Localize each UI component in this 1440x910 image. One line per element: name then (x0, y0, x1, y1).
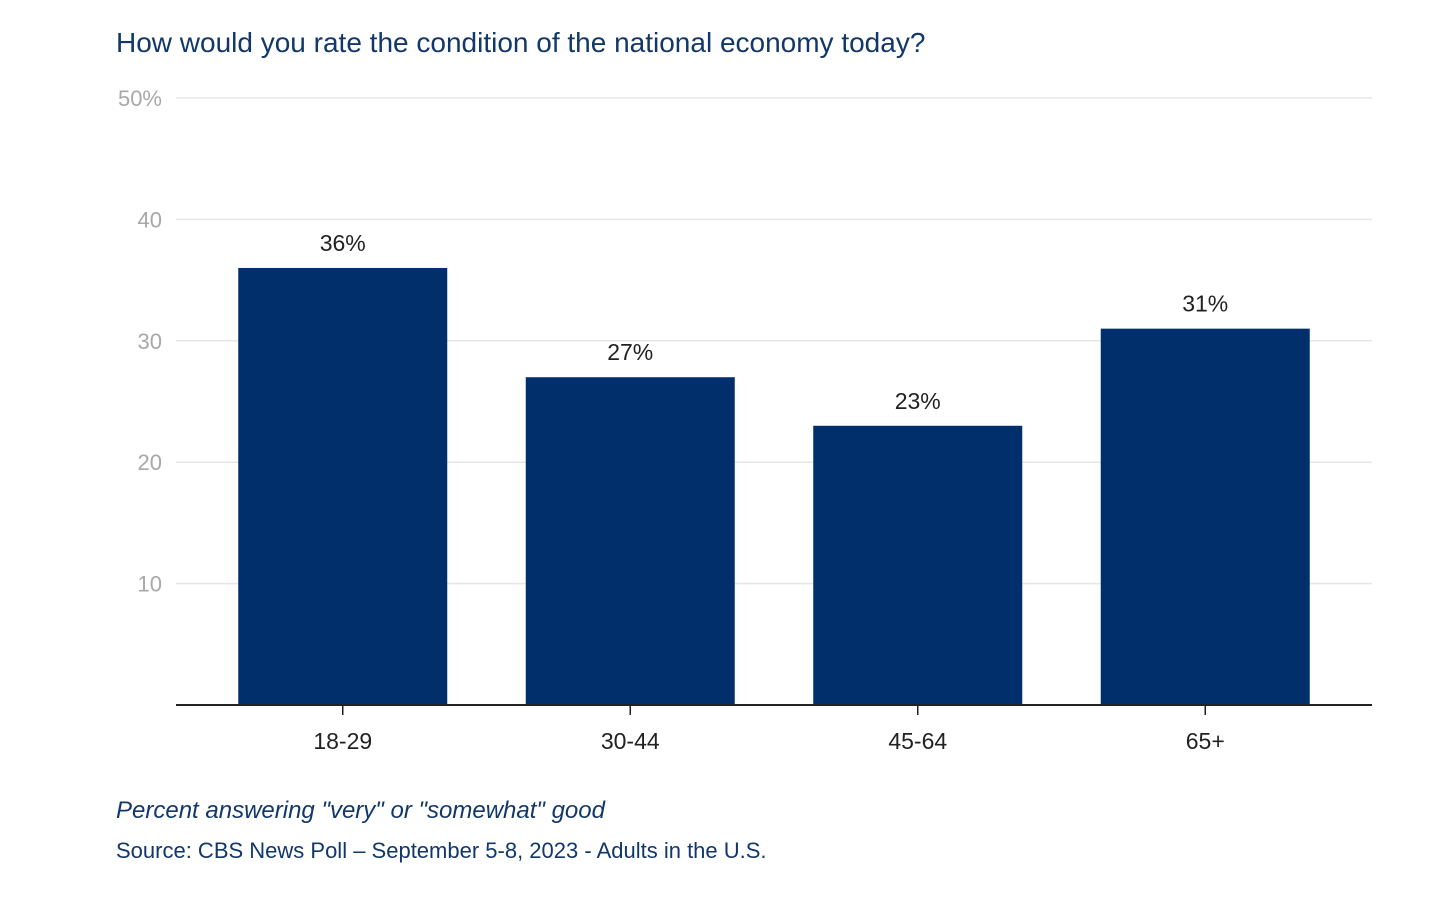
chart-source: Source: CBS News Poll – September 5-8, 2… (116, 838, 767, 863)
x-tick-label: 65+ (1186, 728, 1225, 754)
y-tick-label: 20 (138, 450, 162, 475)
bar (1100, 328, 1310, 705)
x-tick-label: 30-44 (601, 728, 660, 754)
x-tick-label: 45-64 (888, 728, 947, 754)
chart-note: Percent answering "very" or "somewhat" g… (116, 797, 605, 824)
y-tick-label: 10 (138, 572, 162, 597)
chart-title: How would you rate the condition of the … (116, 27, 926, 58)
bar-value-label: 23% (895, 388, 941, 414)
bar-value-label: 31% (1182, 291, 1228, 317)
x-tick-label: 18-29 (313, 728, 372, 754)
y-tick-label: 30 (138, 329, 162, 354)
bar-value-label: 36% (320, 230, 366, 256)
y-tick-label: 40 (138, 207, 162, 232)
bar-value-label: 27% (607, 339, 653, 365)
bar (813, 425, 1023, 705)
bar (238, 267, 448, 705)
y-tick-label: 50% (118, 86, 162, 111)
bar (525, 377, 735, 705)
